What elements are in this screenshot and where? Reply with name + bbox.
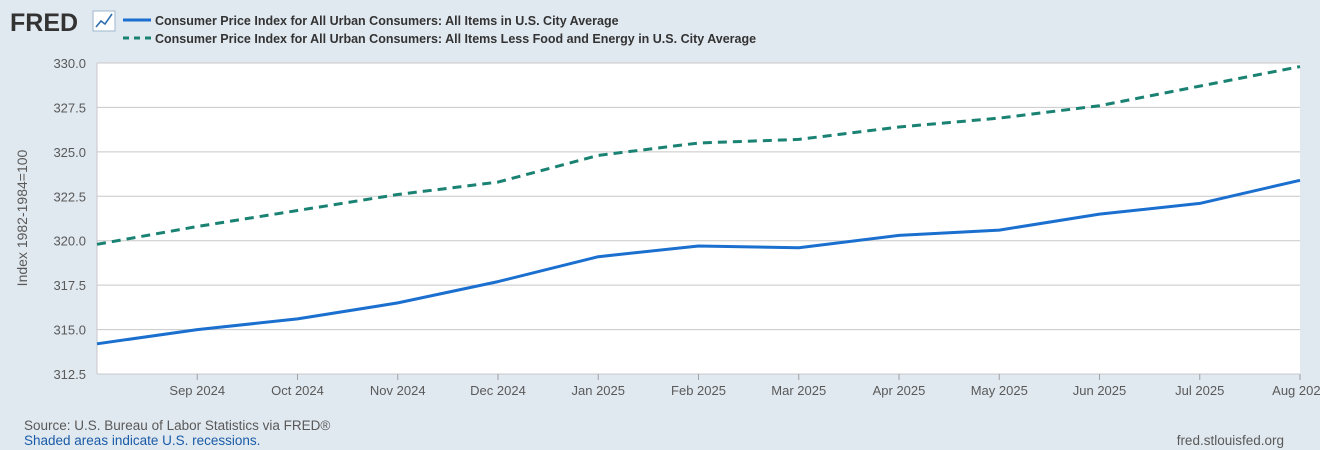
series-lines [96, 65, 1301, 346]
legend-label-cpi-core: Consumer Price Index for All Urban Consu… [155, 32, 756, 46]
x-tick-label: Jul 2025 [1175, 383, 1224, 398]
y-tick-label: 320.0 [53, 234, 86, 249]
y-tick-label: 322.5 [53, 189, 86, 204]
series-line-cpi-all-items[interactable] [96, 178, 1301, 346]
source-note: Source: U.S. Bureau of Labor Statistics … [24, 418, 331, 433]
y-tick-label: 315.0 [53, 323, 86, 338]
y-axis: 330.0 327.5 325.0 322.5 320.0 317.5 315.0 312.5 [53, 56, 86, 382]
site-link[interactable]: fred.stlouisfed.org [1176, 433, 1284, 448]
legend: Consumer Price Index for All Urban Consu… [123, 14, 756, 46]
x-tick-label: Aug 2025 [1272, 383, 1320, 398]
x-tick-label: Mar 2025 [771, 383, 826, 398]
x-axis: Sep 2024 Oct 2024 Nov 2024 Dec 2024 Jan 2025… [169, 374, 1320, 398]
x-tick-label: May 2025 [971, 383, 1028, 398]
y-tick-label: 325.0 [53, 145, 86, 160]
x-tick-label: Feb 2025 [671, 383, 726, 398]
y-tick-label: 312.5 [53, 367, 86, 382]
x-tick-label: Jun 2025 [1073, 383, 1127, 398]
legend-label-cpi-all-items: Consumer Price Index for All Urban Consu… [155, 14, 619, 28]
y-axis-label: Index 1982-1984=100 [14, 149, 30, 286]
y-tick-label: 317.5 [53, 278, 86, 293]
series-line-cpi-core[interactable] [96, 65, 1301, 246]
fred-logo[interactable]: FRED [10, 9, 78, 37]
y-tick-label: 327.5 [53, 100, 86, 115]
x-tick-label: Nov 2024 [370, 383, 426, 398]
x-tick-label: Apr 2025 [873, 383, 926, 398]
x-tick-label: Jan 2025 [572, 383, 626, 398]
recession-note[interactable]: Shaded areas indicate U.S. recessions. [24, 433, 261, 448]
trend-chart-icon [92, 10, 116, 32]
plot-area [97, 63, 1300, 374]
footer-notes: Source: U.S. Bureau of Labor Statistics … [24, 418, 330, 448]
y-tick-label: 330.0 [53, 56, 86, 71]
x-tick-label: Dec 2024 [470, 383, 526, 398]
x-tick-label: Oct 2024 [271, 383, 324, 398]
x-tick-label: Sep 2024 [169, 383, 225, 398]
